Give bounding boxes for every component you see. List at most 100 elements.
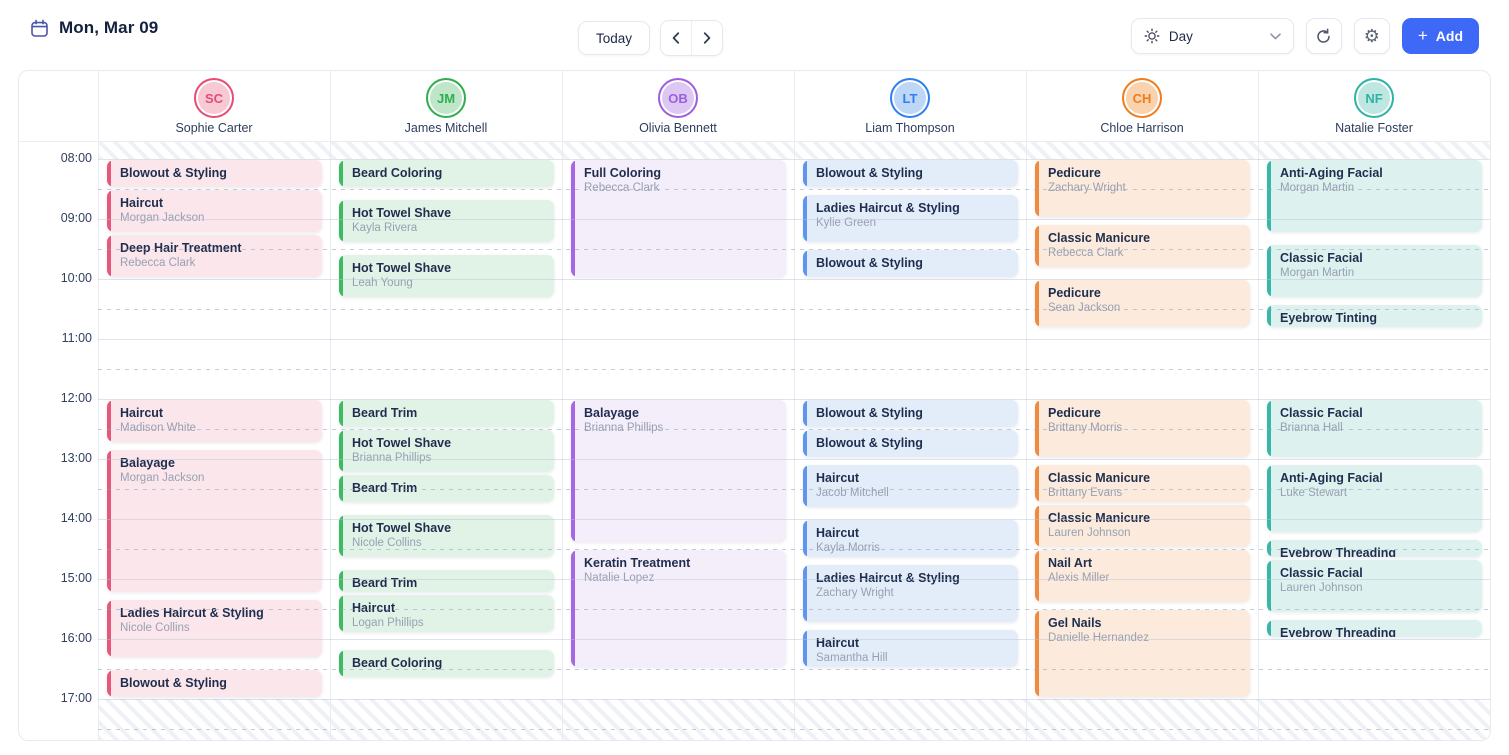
appointment-title: Classic Facial [1280, 566, 1476, 580]
appointment-title: Blowout & Styling [120, 676, 316, 690]
next-day-button[interactable] [691, 21, 722, 55]
appointment-title: Haircut [352, 601, 548, 615]
staff-name: Chloe Harrison [1026, 121, 1258, 135]
appointment-client: Zachary Wright [816, 587, 1012, 599]
appointment-card[interactable]: Classic FacialBrianna Hall [1267, 400, 1482, 457]
appointment-card[interactable]: HaircutKayla Morris [803, 520, 1018, 557]
appointment-card[interactable]: BalayageBrianna Phillips [571, 400, 786, 542]
appointment-card[interactable]: Beard Trim [339, 400, 554, 427]
appointment-card[interactable]: Gel NailsDanielle Hernandez [1035, 610, 1250, 697]
appointment-title: Hot Towel Shave [352, 206, 548, 220]
appointment-card[interactable]: HaircutMorgan Jackson [107, 190, 322, 232]
appointment-card[interactable]: Blowout & Styling [803, 250, 1018, 277]
appointment-card[interactable]: Blowout & Styling [107, 160, 322, 187]
appointment-card[interactable]: Classic ManicureLauren Johnson [1035, 505, 1250, 547]
appointment-card[interactable]: Eyebrow Threading [1267, 540, 1482, 557]
refresh-button[interactable] [1306, 18, 1342, 54]
appointment-card[interactable]: Classic ManicureRebecca Clark [1035, 225, 1250, 267]
staff-column-header[interactable]: JMJames Mitchell [330, 71, 562, 141]
appointment-card[interactable]: Blowout & Styling [803, 430, 1018, 457]
add-button[interactable]: + Add [1402, 18, 1479, 54]
appointment-color-bar [107, 600, 111, 657]
appointment-color-bar [803, 160, 807, 187]
appointment-title: Ladies Haircut & Styling [816, 571, 1012, 585]
staff-column-header[interactable]: LTLiam Thompson [794, 71, 1026, 141]
appointment-client: Lauren Johnson [1048, 527, 1244, 539]
appointment-card[interactable]: Hot Towel ShaveNicole Collins [339, 515, 554, 557]
view-mode-select[interactable]: Day [1131, 18, 1294, 54]
time-label: 15:00 [19, 571, 92, 585]
appointment-title: Eyebrow Threading [1280, 626, 1476, 637]
appointment-color-bar [107, 190, 111, 232]
appointment-color-bar [339, 255, 343, 297]
appointment-card[interactable]: Beard Trim [339, 570, 554, 592]
column-divider [1026, 71, 1027, 740]
appointment-title: Haircut [816, 636, 1012, 650]
appointment-title: Beard Trim [352, 406, 548, 420]
appointment-card[interactable]: Anti-Aging FacialLuke Stewart [1267, 465, 1482, 532]
appointment-card[interactable]: Classic FacialMorgan Martin [1267, 245, 1482, 297]
appointment-card[interactable]: Classic ManicureBrittany Evans [1035, 465, 1250, 502]
appointment-card[interactable]: HaircutMadison White [107, 400, 322, 442]
staff-column-header[interactable]: SCSophie Carter [98, 71, 330, 141]
appointment-color-bar [1267, 620, 1271, 637]
appointment-card[interactable]: Blowout & Styling [803, 160, 1018, 187]
appointment-card[interactable]: HaircutSamantha Hill [803, 630, 1018, 667]
appointment-client: Kayla Rivera [352, 222, 548, 234]
page-title: Mon, Mar 09 [59, 18, 158, 38]
appointment-card[interactable]: Eyebrow Tinting [1267, 305, 1482, 327]
appointment-card[interactable]: Beard Coloring [339, 160, 554, 187]
appointment-card[interactable]: BalayageMorgan Jackson [107, 450, 322, 592]
appointment-card[interactable]: Keratin TreatmentNatalie Lopez [571, 550, 786, 667]
appointment-color-bar [571, 400, 575, 542]
appointment-client: Nicole Collins [120, 622, 316, 634]
appointment-client: Rebecca Clark [120, 257, 316, 269]
settings-button[interactable]: ⚙ [1354, 18, 1390, 54]
staff-column-header[interactable]: OBOlivia Bennett [562, 71, 794, 141]
appointment-title: Haircut [816, 471, 1012, 485]
appointment-card[interactable]: Haircut Jacob Mitchell [803, 465, 1018, 507]
appointment-color-bar [339, 650, 343, 677]
time-label: 09:00 [19, 211, 92, 225]
appointment-card[interactable]: HaircutLogan Phillips [339, 595, 554, 632]
appointment-card[interactable]: Classic FacialLauren Johnson [1267, 560, 1482, 612]
appointment-card[interactable]: Anti-Aging FacialMorgan Martin [1267, 160, 1482, 232]
staff-column-header[interactable]: CH Chloe Harrison [1026, 71, 1258, 141]
appointment-card[interactable]: PedicureBrittany Morris [1035, 400, 1250, 457]
appointment-card[interactable]: Hot Towel ShaveLeah Young [339, 255, 554, 297]
staff-avatar: CH [1122, 78, 1162, 118]
time-label: 14:00 [19, 511, 92, 525]
appointment-card[interactable]: Blowout & Styling [107, 670, 322, 697]
appointment-card[interactable]: Beard Trim [339, 475, 554, 502]
appointment-card[interactable]: Ladies Haircut & StylingNicole Collins [107, 600, 322, 657]
appointment-color-bar [803, 630, 807, 667]
appointment-color-bar [803, 565, 807, 622]
time-label: 11:00 [19, 331, 92, 345]
view-mode-label: Day [1169, 29, 1193, 44]
appointment-card[interactable]: Hot Towel ShaveBrianna Phillips [339, 430, 554, 472]
appointment-card[interactable]: Nail ArtAlexis Miller [1035, 550, 1250, 602]
appointment-client: Leah Young [352, 277, 548, 289]
refresh-icon [1315, 28, 1332, 45]
appointment-title: Blowout & Styling [816, 406, 1012, 420]
appointment-title: Classic Facial [1280, 406, 1476, 420]
appointment-card[interactable]: Hot Towel Shave Kayla Rivera [339, 200, 554, 242]
appointment-client: Jacob Mitchell [816, 487, 1012, 499]
appointment-card[interactable]: PedicureSean Jackson [1035, 280, 1250, 327]
appointment-card[interactable]: Full ColoringRebecca Clark [571, 160, 786, 277]
appointment-card[interactable]: Ladies Haircut & Styling Zachary Wright [803, 565, 1018, 622]
appointment-card[interactable]: Blowout & Styling [803, 400, 1018, 427]
time-label: 16:00 [19, 631, 92, 645]
previous-day-button[interactable] [661, 21, 691, 55]
appointment-card[interactable]: Ladies Haircut & StylingKylie Green [803, 195, 1018, 242]
appointment-card[interactable]: PedicureZachary Wright [1035, 160, 1250, 217]
appointment-card[interactable]: Beard Coloring [339, 650, 554, 677]
staff-column-header[interactable]: NFNatalie Foster [1258, 71, 1490, 141]
today-button[interactable]: Today [578, 21, 650, 55]
appointment-card[interactable]: Eyebrow Threading [1267, 620, 1482, 637]
appointment-color-bar [339, 570, 343, 592]
appointment-client: Rebecca Clark [1048, 247, 1244, 259]
appointment-client: Rebecca Clark [584, 182, 780, 194]
appointment-card[interactable]: Deep Hair TreatmentRebecca Clark [107, 235, 322, 277]
appointment-color-bar [339, 160, 343, 187]
